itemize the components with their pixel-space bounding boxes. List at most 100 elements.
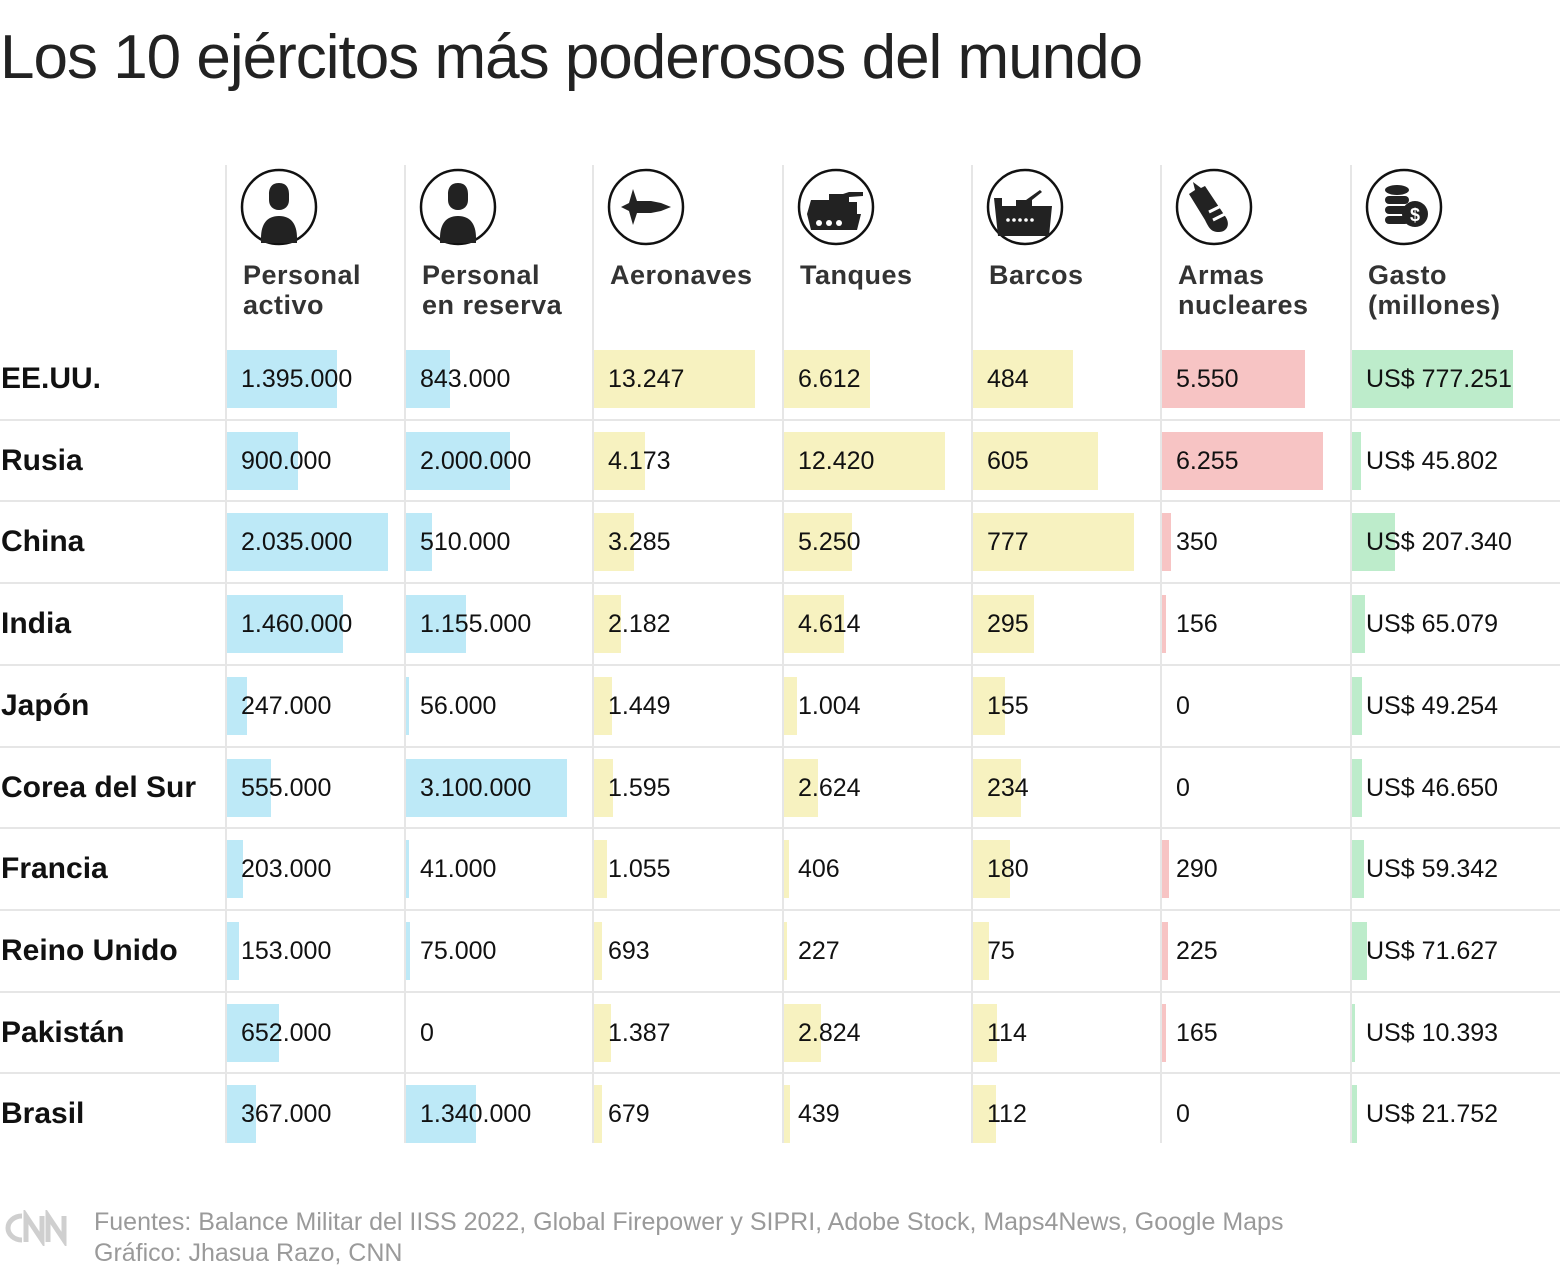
value-label: 1.449 <box>608 691 671 720</box>
value-label: 0 <box>1176 773 1190 802</box>
footer: Fuentes: Balance Militar del IISS 2022, … <box>94 1207 1283 1269</box>
value-label: 234 <box>987 773 1029 802</box>
value-bar <box>1352 1085 1357 1144</box>
value-bar <box>1162 513 1171 572</box>
country-label: EE.UU. <box>1 362 102 395</box>
column-header-line: (millones) <box>1368 290 1501 320</box>
value-label: 4.173 <box>608 446 671 475</box>
value-label: US$ 46.650 <box>1366 773 1499 802</box>
country-label: Francia <box>1 852 108 886</box>
value-label: 900.000 <box>241 446 332 475</box>
value-bar <box>406 840 409 899</box>
value-bar <box>227 513 388 572</box>
value-bar <box>973 1003 997 1062</box>
value-bar <box>227 1085 257 1144</box>
value-label: 0 <box>420 1018 434 1047</box>
value-label: 155 <box>987 691 1029 720</box>
value-bar <box>973 758 1022 817</box>
value-label: 0 <box>1176 691 1190 720</box>
warship-icon <box>986 168 1064 246</box>
value-label: 693 <box>608 936 650 965</box>
value-label: 652.000 <box>241 1018 332 1047</box>
column-divider <box>225 165 227 1143</box>
value-label: US$ 65.079 <box>1366 610 1499 639</box>
value-bar <box>594 1085 603 1144</box>
value-bar <box>973 676 1006 735</box>
column-divider <box>1350 165 1352 1143</box>
value-label: 2.035.000 <box>241 528 353 557</box>
value-label: 227 <box>798 936 840 965</box>
country-label: India <box>1 607 72 641</box>
value-label: US$ 59.342 <box>1366 855 1499 884</box>
column-divider <box>1160 165 1162 1143</box>
country-label: Pakistán <box>1 1015 125 1049</box>
value-label: US$ 207.340 <box>1366 528 1512 557</box>
row-divider <box>0 990 1560 993</box>
value-bar <box>1352 758 1362 817</box>
value-label: 13.247 <box>608 365 685 393</box>
column-header: Aeronaves <box>610 260 753 290</box>
country-label: Japón <box>1 688 90 722</box>
value-bar <box>1352 921 1367 980</box>
column-header-line: activo <box>243 290 325 320</box>
value-label: US$ 10.393 <box>1366 1018 1499 1047</box>
value-bar <box>784 431 945 490</box>
value-bar <box>784 921 787 980</box>
value-label: 156 <box>1176 610 1218 639</box>
value-bar <box>594 595 621 654</box>
value-label: 203.000 <box>241 855 332 884</box>
column-header-line: Armas <box>1178 260 1265 290</box>
value-label: US$ 21.752 <box>1366 1100 1499 1129</box>
value-label: 1.460.000 <box>241 610 353 639</box>
value-bar <box>594 1003 611 1062</box>
value-label: 153.000 <box>241 936 332 965</box>
column-header: Gasto (millones) <box>1368 260 1501 320</box>
column-divider <box>782 165 784 1143</box>
column-header: Armas nucleares <box>1178 260 1309 320</box>
value-label: 510.000 <box>420 528 511 557</box>
value-label: US$ 777.251 <box>1366 365 1512 393</box>
value-bar <box>227 350 338 408</box>
row-divider <box>0 582 1560 585</box>
row-divider <box>0 418 1560 421</box>
value-bar <box>406 350 450 408</box>
value-bar <box>1352 595 1366 654</box>
value-bar <box>594 431 645 490</box>
value-bar <box>227 758 271 817</box>
value-label: 6.612 <box>798 365 861 393</box>
value-bar <box>1162 595 1166 654</box>
value-bar <box>1162 431 1323 490</box>
value-label: 247.000 <box>241 691 332 720</box>
value-bar <box>784 1085 790 1144</box>
value-label: 75 <box>987 936 1015 965</box>
sources-text: Fuentes: Balance Militar del IISS 2022, … <box>94 1208 1284 1236</box>
value-label: 5.250 <box>798 528 861 557</box>
soldier-icon <box>240 168 318 246</box>
value-bar <box>406 921 410 980</box>
column-header-line: Personal <box>422 260 541 290</box>
column-header-line: en reserva <box>422 290 563 320</box>
value-label: 1.395.000 <box>241 365 353 393</box>
value-bar <box>973 921 989 980</box>
value-bar <box>227 921 240 980</box>
coins-dollar-icon: $ <box>1365 168 1443 246</box>
value-bar <box>594 921 603 980</box>
value-label: 1.387 <box>608 1018 671 1047</box>
value-bar <box>406 595 466 654</box>
value-label: 290 <box>1176 855 1218 884</box>
row-divider <box>0 663 1560 666</box>
value-label: 679 <box>608 1100 650 1129</box>
value-bar <box>1162 1003 1167 1062</box>
value-label: 406 <box>798 855 840 884</box>
value-label: 165 <box>1176 1018 1218 1047</box>
value-bar <box>1352 513 1395 572</box>
value-label: 439 <box>798 1100 840 1129</box>
value-bar <box>784 840 790 899</box>
country-label: Reino Unido <box>1 933 178 967</box>
value-bar <box>1162 350 1305 408</box>
column-header: Personal activo <box>243 260 361 320</box>
column-header-line: Gasto <box>1368 260 1448 290</box>
value-label: 41.000 <box>420 855 497 884</box>
value-label: 605 <box>987 446 1029 475</box>
value-label: US$ 71.627 <box>1366 936 1499 965</box>
